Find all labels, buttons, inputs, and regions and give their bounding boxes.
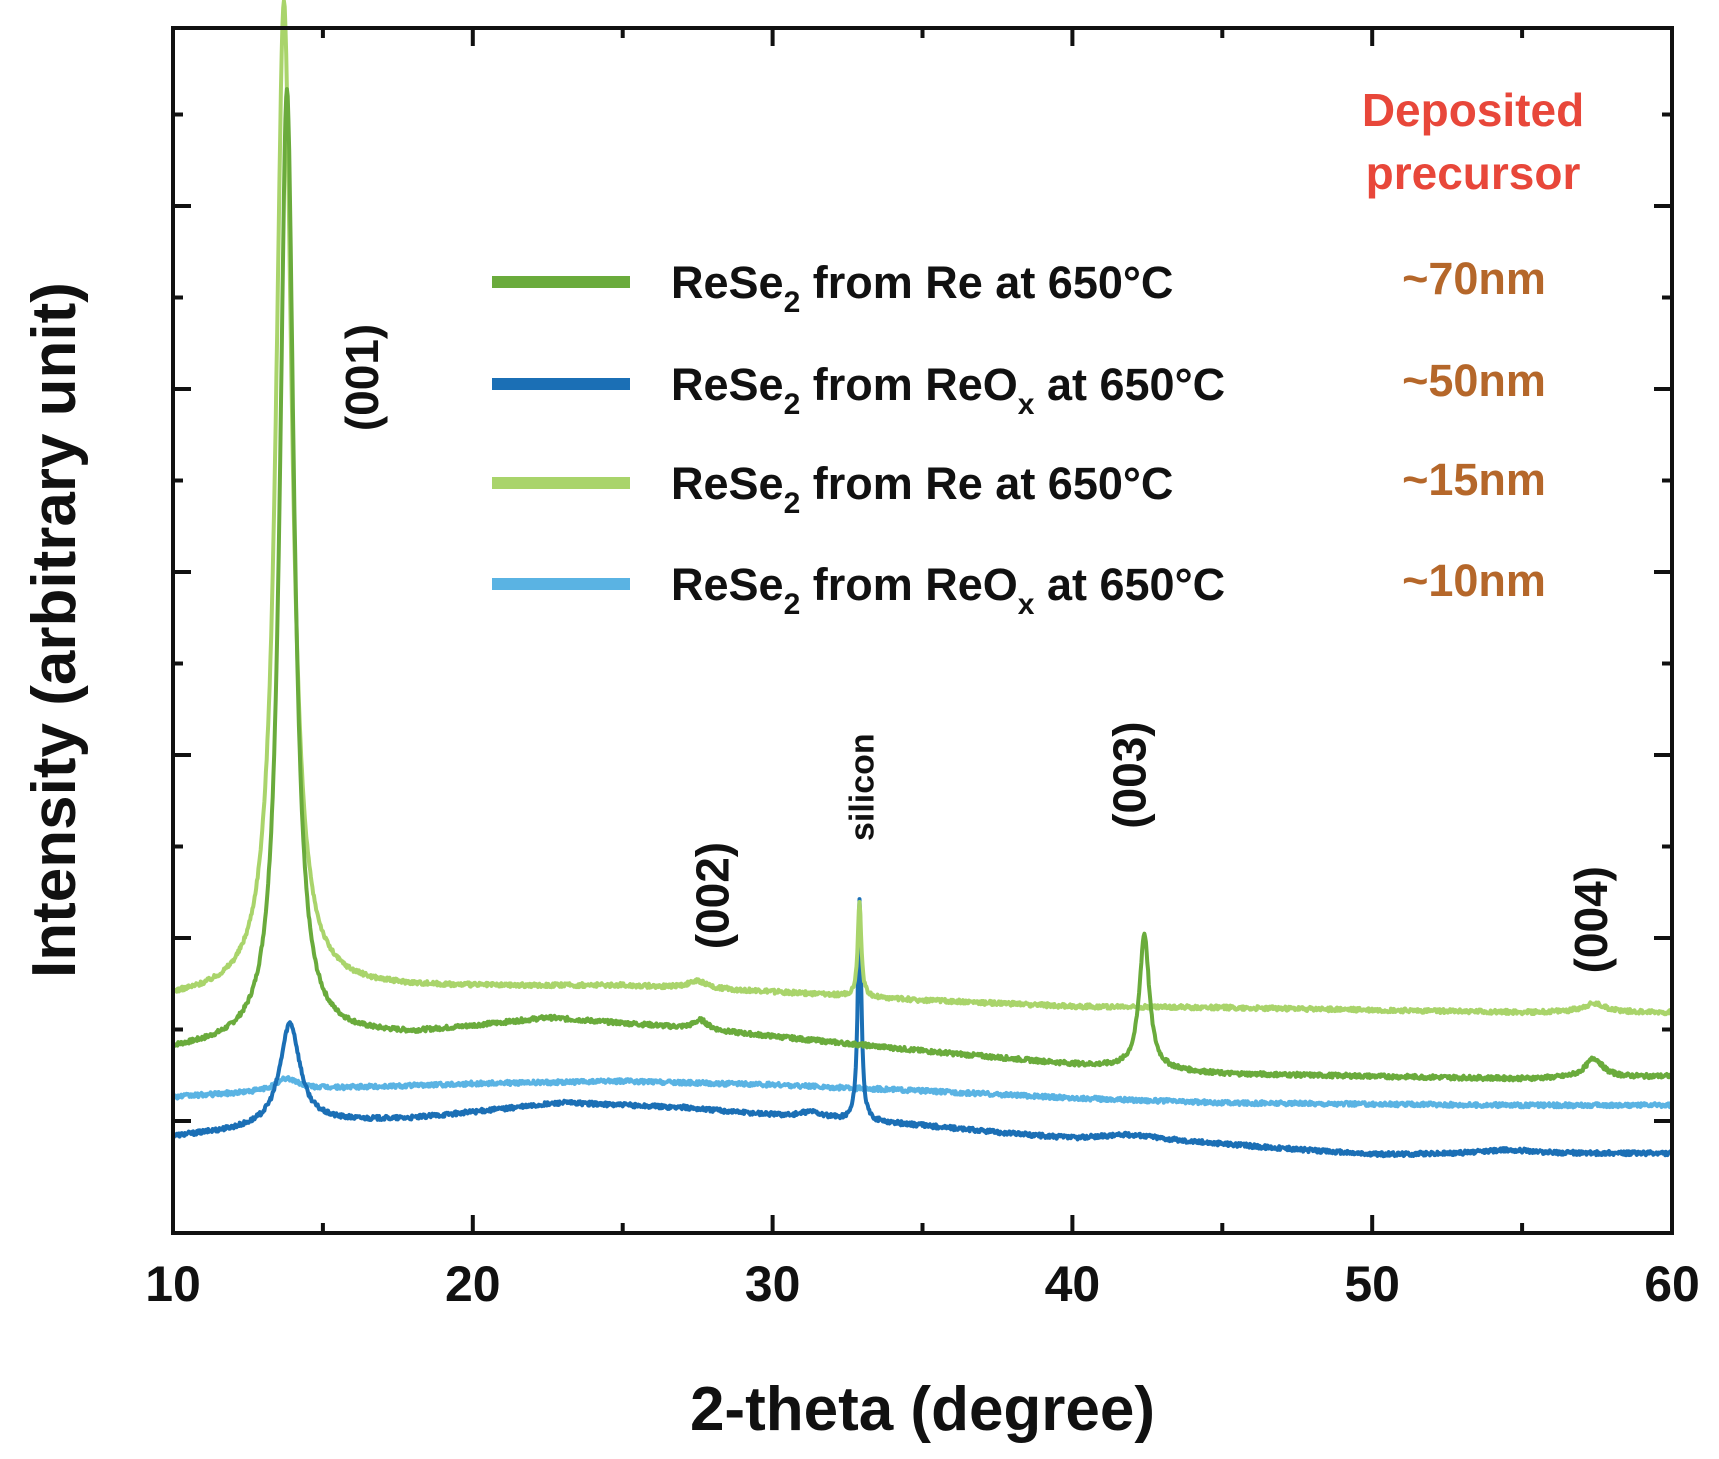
legend: ReSe2 from Re at 650°C ~70nm ReSe2 from Re…: [492, 253, 1546, 621]
x-axis-title: 2-theta (degree): [690, 1375, 1155, 1444]
x-tick-label: 50: [1344, 1256, 1400, 1312]
series-line: [171, 0, 1674, 1017]
x-tick-label: 60: [1644, 1256, 1700, 1312]
plot-frame: [171, 26, 1674, 1235]
x-tick-label: 20: [445, 1256, 501, 1312]
legend-thickness: ~10nm: [1402, 555, 1546, 606]
legend-title-deposited: Deposited: [1362, 84, 1584, 136]
series-lines: [171, 0, 1674, 1159]
legend-label: ReSe2 from Re at 650°C: [671, 458, 1173, 520]
legend-thickness: ~15nm: [1402, 454, 1546, 505]
x-tick-label: 10: [145, 1256, 201, 1312]
legend-thickness: ~50nm: [1402, 355, 1546, 406]
legend-thickness: ~70nm: [1402, 253, 1546, 304]
y-axis-title: Intensity (arbitrary unit): [20, 282, 89, 978]
x-tick-labels: 10 20 30 40 50 60: [145, 1256, 1700, 1312]
x-tick-label: 30: [745, 1256, 801, 1312]
peak-annotation: (003): [1103, 721, 1155, 828]
series-line: [171, 897, 1674, 1159]
peak-annotation: silicon: [844, 733, 882, 841]
legend-label: ReSe2 from Re at 650°C: [671, 257, 1173, 319]
series-line: [171, 1075, 1674, 1110]
legend-label: ReSe2 from ReOx at 650°C: [671, 359, 1225, 421]
legend-title-precursor: precursor: [1366, 147, 1581, 199]
peak-annotation: (002): [687, 842, 739, 949]
peak-annotations: (001) (002) silicon (003) (004): [336, 324, 1617, 974]
series-line: [171, 87, 1674, 1083]
legend-label: ReSe2 from ReOx at 650°C: [671, 559, 1225, 621]
peak-annotation: (001): [336, 324, 388, 431]
x-tick-label: 40: [1045, 1256, 1101, 1312]
peak-annotation: (004): [1565, 866, 1617, 973]
